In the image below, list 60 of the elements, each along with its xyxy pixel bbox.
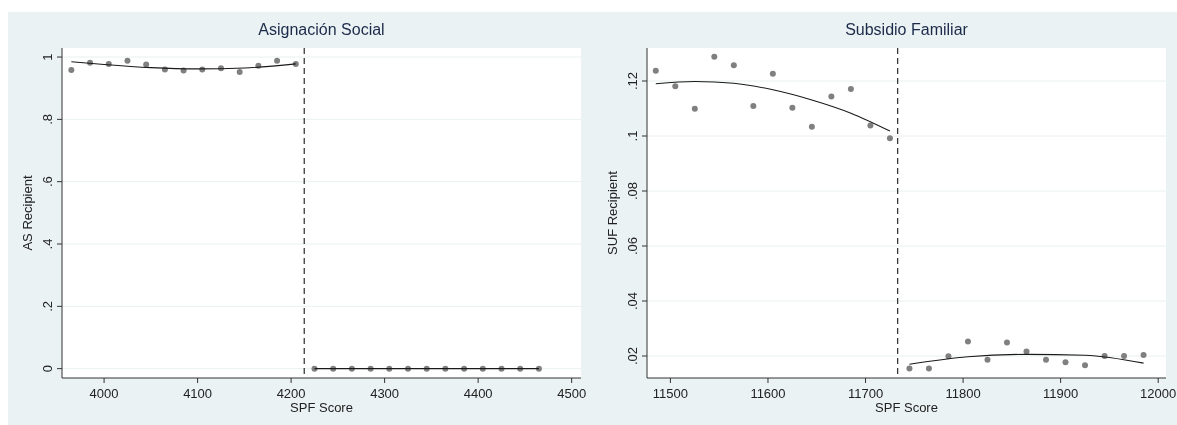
chart-title: Subsidio Familiar	[845, 21, 969, 38]
point	[984, 356, 991, 363]
point	[730, 62, 737, 69]
line-series	[655, 81, 891, 132]
point	[1140, 351, 1147, 358]
y-tick-label: .06	[625, 236, 640, 256]
y-tick-label: .6	[40, 176, 55, 188]
x-tick-label: 4200	[276, 386, 306, 401]
point	[652, 67, 659, 74]
point	[906, 365, 913, 372]
chart-title: Asignación Social	[258, 21, 385, 38]
x-tick-label: 11500	[652, 386, 689, 401]
point	[68, 67, 75, 74]
point	[867, 122, 874, 129]
y-tick-label: .12	[625, 71, 640, 91]
point	[143, 61, 150, 68]
point	[789, 104, 796, 111]
point	[1062, 359, 1069, 366]
y-axis-title: AS Recipient	[20, 175, 35, 251]
y-axis-title: SUF Recipient	[605, 170, 620, 255]
point	[1082, 362, 1089, 369]
point	[964, 338, 971, 345]
x-tick-label: 11800	[945, 386, 981, 401]
x-tick-label: 4500	[557, 386, 587, 401]
point	[124, 57, 131, 64]
point	[691, 105, 698, 112]
x-tick-label: 11900	[1043, 386, 1079, 401]
point	[847, 85, 854, 92]
point	[1043, 356, 1050, 363]
point	[808, 123, 815, 130]
point	[274, 57, 281, 64]
y-tick-label: .1	[625, 130, 640, 142]
y-tick-label: .02	[625, 346, 640, 366]
y-tick-label: .8	[40, 113, 55, 125]
y-tick-label: .08	[625, 181, 640, 201]
point	[1003, 339, 1010, 346]
point	[711, 53, 718, 60]
point	[236, 68, 243, 75]
y-tick-label: .4	[40, 238, 55, 250]
x-tick-label: 4400	[463, 386, 493, 401]
point	[750, 103, 757, 110]
point	[828, 93, 835, 100]
point	[672, 83, 679, 90]
x-tick-label: 4000	[89, 386, 119, 401]
x-tick-label: 4100	[183, 386, 213, 401]
x-axis-title: SPF Score	[875, 400, 938, 415]
x-tick-label: 11600	[750, 386, 786, 401]
point	[1023, 348, 1030, 355]
x-axis-title: SPF Score	[290, 400, 353, 415]
x-tick-label: 12000	[1140, 386, 1177, 401]
x-tick-label: 4300	[370, 386, 400, 401]
y-tick-label: .04	[625, 291, 640, 311]
y-tick-label: 1	[40, 53, 55, 61]
y-tick-label: .2	[40, 300, 55, 312]
point	[925, 365, 932, 372]
point	[769, 70, 776, 77]
point	[886, 135, 893, 142]
x-tick-label: 11700	[847, 386, 884, 401]
y-tick-label: 0	[40, 365, 55, 373]
point	[1121, 353, 1128, 359]
